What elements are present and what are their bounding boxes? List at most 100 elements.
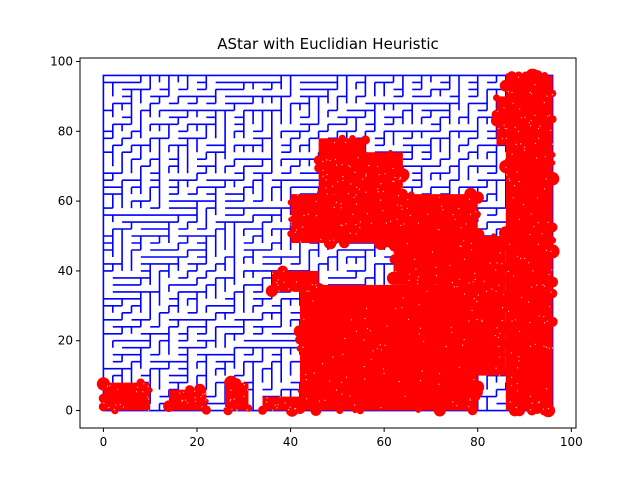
- explored-point: [505, 166, 507, 168]
- explored-point: [485, 290, 488, 292]
- explored-point: [342, 179, 344, 182]
- explored-point: [243, 384, 245, 386]
- explored-point: [400, 224, 402, 227]
- explored-point: [438, 383, 440, 385]
- explored-fill: [103, 382, 151, 411]
- explored-point: [523, 146, 526, 148]
- explored-point: [335, 201, 337, 203]
- explored-point: [449, 264, 451, 266]
- explored-point: [509, 401, 511, 403]
- explored-point: [517, 367, 519, 369]
- explored-point: [451, 282, 453, 284]
- explored-point: [382, 210, 384, 212]
- explored-point: [334, 158, 337, 161]
- explored-point: [465, 370, 476, 381]
- explored-point: [203, 398, 209, 404]
- explored-point: [287, 199, 294, 206]
- explored-point: [463, 293, 466, 295]
- explored-region: [258, 396, 306, 417]
- explored-point: [511, 153, 513, 155]
- explored-point: [497, 336, 499, 339]
- explored-point: [443, 313, 456, 326]
- explored-point: [398, 173, 408, 183]
- explored-point: [418, 333, 420, 335]
- explored-point: [233, 398, 235, 400]
- explored-point: [498, 127, 500, 129]
- explored-point: [306, 290, 308, 292]
- explored-point: [431, 251, 434, 253]
- explored-point: [515, 143, 517, 145]
- explored-point: [516, 382, 518, 385]
- explored-point: [491, 233, 497, 239]
- explored-point: [315, 200, 317, 202]
- explored-point: [365, 191, 367, 193]
- explored-point: [498, 374, 501, 376]
- explored-point: [534, 84, 536, 86]
- explored-fill: [168, 389, 207, 411]
- explored-point: [512, 275, 515, 277]
- explored-point: [499, 332, 501, 334]
- explored-point: [445, 346, 447, 348]
- explored-point: [302, 226, 304, 228]
- explored-point: [537, 197, 539, 199]
- explored-point: [518, 181, 520, 183]
- explored-point: [547, 408, 550, 410]
- explored-point: [526, 405, 537, 416]
- explored-point: [378, 173, 380, 176]
- explored-point: [266, 401, 268, 403]
- explored-point: [509, 180, 511, 182]
- explored-point: [295, 281, 297, 283]
- explored-point: [223, 405, 233, 416]
- explored-point: [290, 222, 292, 224]
- explored-point: [395, 270, 397, 272]
- explored-point: [426, 290, 428, 292]
- explored-point: [122, 406, 125, 408]
- explored-point: [380, 407, 382, 409]
- explored-point: [549, 236, 557, 244]
- explored-point: [113, 408, 115, 411]
- explored-point: [401, 307, 403, 309]
- explored-point: [314, 163, 323, 173]
- explored-point: [340, 207, 342, 209]
- explored-point: [472, 281, 474, 283]
- y-axis: 0 20 40 60 80 100: [50, 54, 80, 418]
- explored-point: [415, 408, 421, 413]
- explored-point: [377, 165, 379, 168]
- explored-point: [533, 90, 545, 103]
- explored-point: [345, 141, 347, 144]
- explored-point: [287, 230, 294, 238]
- explored-point: [515, 406, 517, 409]
- explored-point: [117, 388, 119, 390]
- explored-point: [467, 405, 478, 416]
- explored-point: [503, 124, 505, 126]
- explored-point: [297, 388, 303, 394]
- explored-point: [514, 126, 516, 128]
- explored-point: [460, 227, 462, 229]
- explored-point: [435, 274, 437, 277]
- explored-point: [468, 320, 470, 322]
- explored-point: [326, 193, 328, 195]
- explored-point: [530, 213, 532, 215]
- explored-point: [329, 160, 331, 162]
- explored-point: [342, 176, 344, 178]
- explored-point: [326, 159, 328, 161]
- explored-region: [96, 377, 153, 415]
- explored-point: [532, 270, 534, 272]
- axes-frame: [79, 57, 577, 429]
- explored-point: [345, 223, 347, 225]
- explored-point: [529, 91, 531, 94]
- explored-point: [509, 243, 511, 245]
- explored-point: [366, 213, 368, 215]
- explored-point: [382, 368, 385, 370]
- explored-point: [547, 221, 549, 223]
- plot-area: [96, 68, 560, 418]
- explored-point: [539, 405, 550, 416]
- explored-point: [548, 347, 550, 349]
- explored-point: [536, 157, 538, 159]
- explored-point: [418, 304, 420, 306]
- explored-point: [516, 390, 519, 392]
- explored-point: [323, 236, 337, 250]
- explored-point: [520, 257, 522, 259]
- explored-point: [341, 164, 343, 166]
- explored-point: [294, 231, 296, 233]
